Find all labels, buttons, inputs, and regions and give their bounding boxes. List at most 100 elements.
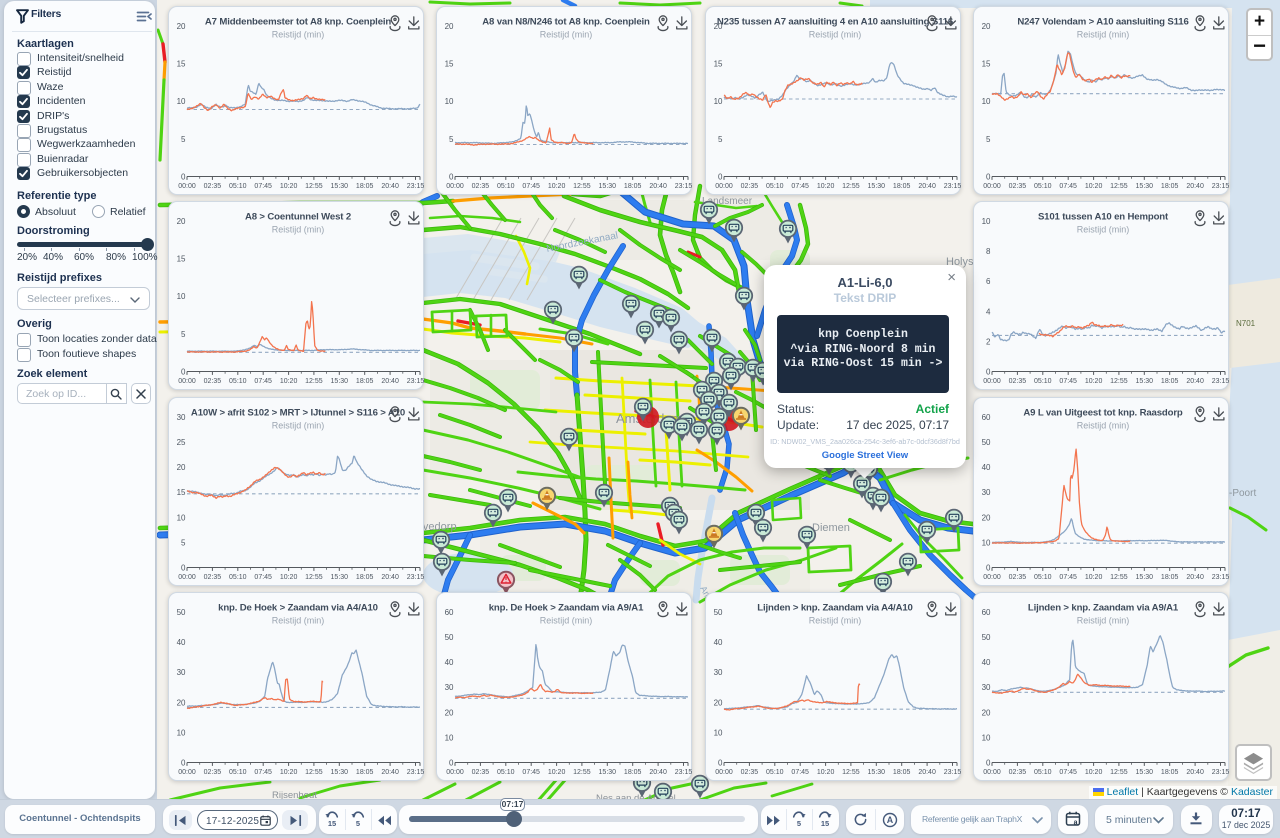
svg-text:23:15: 23:15	[944, 183, 962, 190]
svg-text:05:10: 05:10	[497, 769, 515, 776]
svg-text:40: 40	[982, 658, 991, 667]
svg-text:00:00: 00:00	[446, 769, 464, 776]
svg-text:10: 10	[714, 97, 723, 106]
svg-text:15:30: 15:30	[331, 574, 349, 581]
svg-text:Reistijd (min): Reistijd (min)	[540, 616, 593, 626]
svg-text:02:35: 02:35	[1009, 183, 1027, 190]
svg-text:5: 5	[449, 135, 454, 144]
svg-text:18:05: 18:05	[356, 574, 374, 581]
svg-text:20: 20	[177, 698, 186, 707]
svg-text:0: 0	[449, 173, 454, 182]
svg-text:02:35: 02:35	[204, 183, 222, 190]
svg-text:23:15: 23:15	[407, 183, 425, 190]
svg-text:23:15: 23:15	[1212, 769, 1230, 776]
svg-text:0: 0	[181, 173, 186, 182]
svg-text:10:20: 10:20	[280, 378, 298, 385]
svg-text:5: 5	[356, 819, 360, 827]
svg-text:-Poort: -Poort	[1229, 488, 1256, 499]
svg-text:0: 0	[718, 759, 723, 768]
svg-text:50: 50	[445, 633, 454, 642]
svg-text:18:05: 18:05	[1161, 574, 1179, 581]
svg-text:12:55: 12:55	[1110, 378, 1128, 385]
svg-text:Reistijd (min): Reistijd (min)	[1077, 616, 1130, 626]
svg-text:10:20: 10:20	[280, 183, 298, 190]
svg-text:40: 40	[445, 658, 454, 667]
svg-text:02:35: 02:35	[1009, 769, 1027, 776]
svg-text:25: 25	[177, 438, 186, 447]
svg-text:40: 40	[177, 638, 186, 647]
svg-text:00:00: 00:00	[178, 574, 196, 581]
svg-text:30: 30	[982, 683, 991, 692]
svg-text:20:40: 20:40	[381, 574, 399, 581]
svg-text:05:10: 05:10	[229, 378, 247, 385]
svg-text:10: 10	[445, 733, 454, 742]
svg-text:A8 > Coentunnel West 2: A8 > Coentunnel West 2	[245, 212, 351, 223]
svg-text:05:10: 05:10	[229, 769, 247, 776]
svg-text:00:00: 00:00	[983, 378, 1001, 385]
svg-text:07:45: 07:45	[791, 183, 809, 190]
svg-text:40: 40	[982, 463, 991, 472]
svg-text:Nes aan de Amstel: Nes aan de Amstel	[596, 793, 676, 804]
svg-text:02:35: 02:35	[472, 183, 490, 190]
svg-text:0: 0	[449, 759, 454, 768]
svg-text:10: 10	[445, 97, 454, 106]
svg-text:15: 15	[714, 60, 723, 69]
svg-text:20:40: 20:40	[1186, 769, 1204, 776]
svg-text:07:45: 07:45	[254, 574, 272, 581]
svg-text:0: 0	[718, 173, 723, 182]
svg-text:15: 15	[177, 255, 186, 264]
svg-text:00:00: 00:00	[178, 378, 196, 385]
svg-text:0: 0	[986, 759, 991, 768]
svg-text:00:00: 00:00	[983, 574, 1001, 581]
svg-text:20: 20	[714, 698, 723, 707]
svg-text:15:30: 15:30	[331, 183, 349, 190]
svg-text:15:30: 15:30	[599, 769, 617, 776]
svg-text:02:35: 02:35	[741, 769, 759, 776]
svg-text:23:15: 23:15	[1212, 378, 1230, 385]
svg-text:4: 4	[986, 307, 991, 316]
svg-text:10:20: 10:20	[817, 183, 835, 190]
svg-text:20: 20	[445, 708, 454, 717]
svg-text:20: 20	[982, 22, 991, 31]
svg-text:15: 15	[177, 488, 186, 497]
svg-text:5: 5	[181, 538, 186, 547]
svg-text:02:35: 02:35	[204, 378, 222, 385]
svg-text:30: 30	[982, 488, 991, 497]
svg-text:00:00: 00:00	[178, 769, 196, 776]
svg-text:15: 15	[445, 60, 454, 69]
svg-text:Lijnden > knp. Zaandam via A4/: Lijnden > knp. Zaandam via A4/A10	[757, 603, 912, 614]
svg-text:02:35: 02:35	[741, 183, 759, 190]
svg-text:20:40: 20:40	[918, 769, 936, 776]
svg-text:12:55: 12:55	[305, 574, 323, 581]
svg-text:Reistijd (min): Reistijd (min)	[809, 616, 862, 626]
svg-text:05:10: 05:10	[1034, 769, 1052, 776]
svg-text:12:55: 12:55	[1110, 183, 1128, 190]
svg-text:18:05: 18:05	[893, 769, 911, 776]
svg-text:20: 20	[177, 463, 186, 472]
svg-text:50: 50	[177, 608, 186, 617]
svg-text:07:45: 07:45	[522, 769, 540, 776]
svg-text:12:55: 12:55	[573, 769, 591, 776]
svg-text:07:45: 07:45	[1059, 378, 1077, 385]
svg-text:30: 30	[445, 683, 454, 692]
svg-text:Reistijd (min): Reistijd (min)	[1077, 30, 1130, 40]
svg-text:23:15: 23:15	[407, 378, 425, 385]
svg-text:00:00: 00:00	[715, 769, 733, 776]
svg-text:02:35: 02:35	[204, 574, 222, 581]
svg-text:07:45: 07:45	[1059, 183, 1077, 190]
svg-text:0: 0	[181, 368, 186, 377]
svg-text:10: 10	[714, 728, 723, 737]
svg-text:Lijnden > knp. Zaandam via A9/: Lijnden > knp. Zaandam via A9/A1	[1028, 603, 1179, 614]
svg-text:18:05: 18:05	[893, 183, 911, 190]
svg-text:00:00: 00:00	[983, 183, 1001, 190]
svg-text:23:15: 23:15	[675, 769, 693, 776]
svg-text:18:05: 18:05	[356, 183, 374, 190]
svg-text:02:35: 02:35	[472, 769, 490, 776]
svg-text:23:15: 23:15	[1212, 574, 1230, 581]
svg-text:05:10: 05:10	[497, 183, 515, 190]
svg-text:18:05: 18:05	[356, 378, 374, 385]
svg-text:Reistijd (min): Reistijd (min)	[272, 616, 325, 626]
svg-text:15:30: 15:30	[868, 183, 886, 190]
svg-text:20:40: 20:40	[1186, 183, 1204, 190]
svg-text:0: 0	[181, 759, 186, 768]
